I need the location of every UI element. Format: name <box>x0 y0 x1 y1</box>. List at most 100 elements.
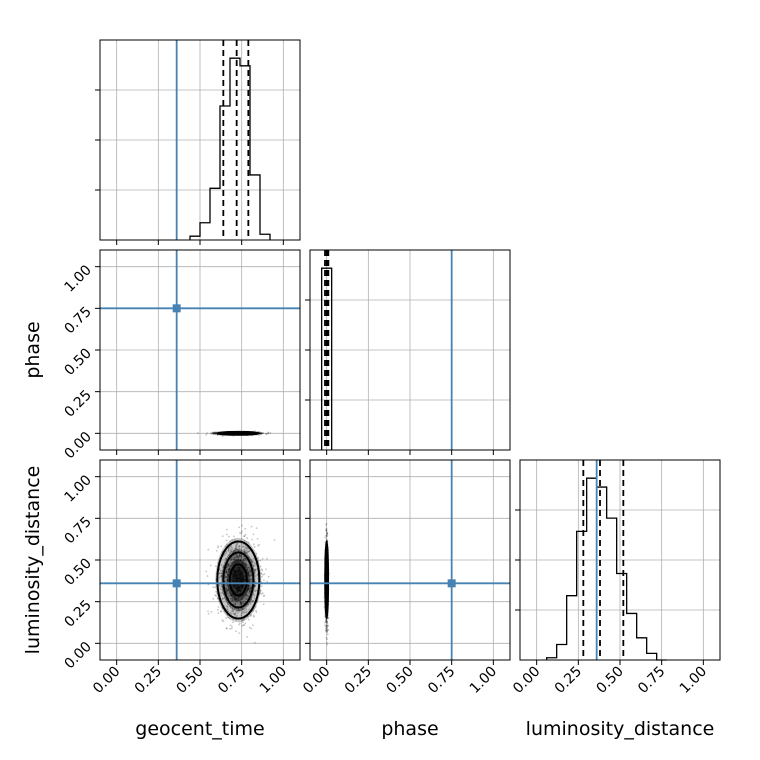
sample-point <box>247 571 250 573</box>
sample-point <box>220 575 223 577</box>
sample-point <box>243 535 246 538</box>
sample-point <box>240 554 243 557</box>
sample-point <box>250 578 253 581</box>
sample-point <box>231 548 234 551</box>
sample-point <box>249 584 252 587</box>
sample-point <box>325 527 328 530</box>
sample-point <box>326 620 328 623</box>
sample-point <box>243 551 246 554</box>
sample-point <box>237 555 239 558</box>
sample-point <box>261 592 264 595</box>
sample-point <box>218 572 221 575</box>
sample-point <box>238 560 241 563</box>
sample-point <box>253 545 256 548</box>
sample-point <box>234 567 237 570</box>
sample-point <box>251 599 254 602</box>
sample-point <box>325 531 328 534</box>
sample-point <box>210 432 213 435</box>
sample-point <box>249 587 252 590</box>
sample-point <box>227 574 229 576</box>
sample-point <box>239 601 242 604</box>
sample-point <box>325 624 328 626</box>
sample-point <box>227 547 230 550</box>
sample-point <box>235 545 238 548</box>
sample-point <box>231 595 234 598</box>
panel-content <box>197 430 272 438</box>
sample-point <box>238 547 241 550</box>
sample-point <box>245 549 248 552</box>
sample-point <box>324 615 326 618</box>
sample-point <box>248 575 251 578</box>
sample-point <box>233 556 236 558</box>
sample-point <box>252 543 255 546</box>
x-tick-label: 0.75 <box>215 664 248 697</box>
sample-point <box>324 627 327 630</box>
sample-point <box>249 599 252 602</box>
sample-point <box>236 591 239 594</box>
contour-2 <box>228 563 248 597</box>
sample-point <box>325 629 328 631</box>
sample-point <box>244 622 247 625</box>
sample-point <box>239 591 242 594</box>
sample-point <box>260 431 263 434</box>
sample-point <box>228 546 231 549</box>
sample-point <box>230 558 233 561</box>
truth-marker <box>172 579 181 588</box>
sample-point <box>235 543 238 546</box>
sample-point <box>234 589 237 592</box>
sample-point <box>227 593 230 596</box>
sample-point <box>225 576 228 579</box>
sample-point <box>327 628 329 631</box>
sample-point <box>325 641 328 644</box>
sample-point <box>228 562 230 565</box>
sample-point <box>235 545 237 548</box>
sample-point <box>221 435 224 438</box>
sample-point <box>238 566 240 569</box>
sample-point <box>221 588 224 591</box>
sample-point <box>205 433 208 436</box>
sample-point <box>230 597 233 600</box>
sample-point <box>245 564 247 567</box>
sample-point <box>233 548 236 550</box>
sample-point <box>239 603 242 606</box>
sample-point <box>246 546 249 549</box>
sample-point <box>213 432 216 434</box>
contour-0 <box>216 540 261 620</box>
sample-point <box>325 534 328 537</box>
sample-point <box>217 545 220 547</box>
sample-point <box>226 563 229 566</box>
sample-point <box>221 591 224 594</box>
sample-point <box>243 549 246 551</box>
sample-point <box>254 590 256 593</box>
y-tick-label: 0.75 <box>61 304 94 337</box>
sample-point <box>226 589 229 592</box>
sample-point <box>230 578 233 581</box>
sample-point <box>326 630 328 633</box>
sample-point <box>238 553 241 556</box>
sample-point <box>241 612 243 615</box>
sample-point <box>236 611 239 614</box>
sample-point <box>249 590 252 593</box>
sample-point <box>226 579 229 582</box>
sample-point <box>226 570 228 573</box>
sample-point <box>237 591 240 594</box>
sample-point <box>250 601 253 604</box>
sample-point <box>246 594 248 597</box>
sample-point <box>214 565 217 568</box>
panel-content <box>323 522 330 646</box>
sample-point <box>246 588 249 591</box>
sample-point <box>227 548 230 551</box>
sample-point <box>325 636 328 639</box>
sample-point <box>241 608 244 611</box>
sample-point <box>237 560 240 563</box>
sample-point <box>260 572 263 575</box>
sample-point <box>232 570 235 573</box>
sample-point <box>250 579 252 582</box>
sample-point <box>252 614 255 617</box>
sample-point <box>326 633 329 636</box>
sample-point <box>252 624 254 627</box>
sample-point <box>239 565 242 568</box>
sample-point <box>240 532 243 535</box>
sample-point <box>233 569 236 572</box>
sample-point <box>225 588 228 591</box>
